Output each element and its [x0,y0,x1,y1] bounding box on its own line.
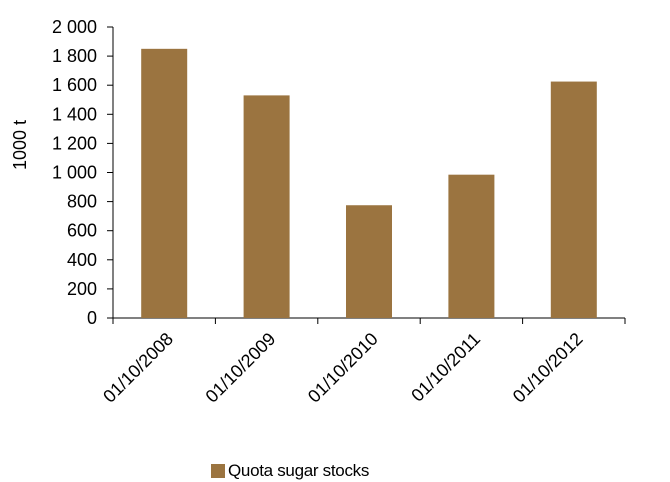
bar-01/10/2011 [448,174,495,318]
y-tick-label: 600 [67,221,97,241]
y-axis: 0 200 400 600 800 1 000 1 200 1 400 1 600 1 800 2 … [52,17,114,328]
y-tick-label: 800 [67,192,97,212]
bar-01/10/2012 [550,81,597,318]
y-tick-label: 400 [67,250,97,270]
x-tick-label: 01/10/2011 [407,329,484,406]
y-axis-title: 1000 t [10,120,30,170]
y-tick-label: 1 800 [52,46,97,66]
x-tick-label: 01/10/2008 [99,329,177,407]
bar-01/10/2009 [243,95,290,318]
bars [141,48,597,318]
y-tick-label: 2 000 [52,17,97,37]
bar-01/10/2008 [141,48,188,318]
y-tick-label: 1 200 [52,133,97,153]
y-tick-label: 1 400 [52,104,97,124]
legend-label: Quota sugar stocks [228,461,370,480]
x-tick-label: 01/10/2010 [304,329,382,407]
y-tick-label: 1 600 [52,75,97,95]
legend-swatch [211,464,225,478]
x-tick-label: 01/10/2012 [509,329,587,407]
y-tick-label: 0 [87,308,97,328]
y-tick-label: 200 [67,279,97,299]
y-tick-label: 1 000 [52,163,97,183]
bar-01/10/2010 [346,205,392,318]
x-axis: 01/10/2008 01/10/2009 01/10/2010 01/10/2011… [99,317,626,407]
legend: Quota sugar stocks [211,461,369,481]
x-tick-label: 01/10/2009 [202,329,280,407]
